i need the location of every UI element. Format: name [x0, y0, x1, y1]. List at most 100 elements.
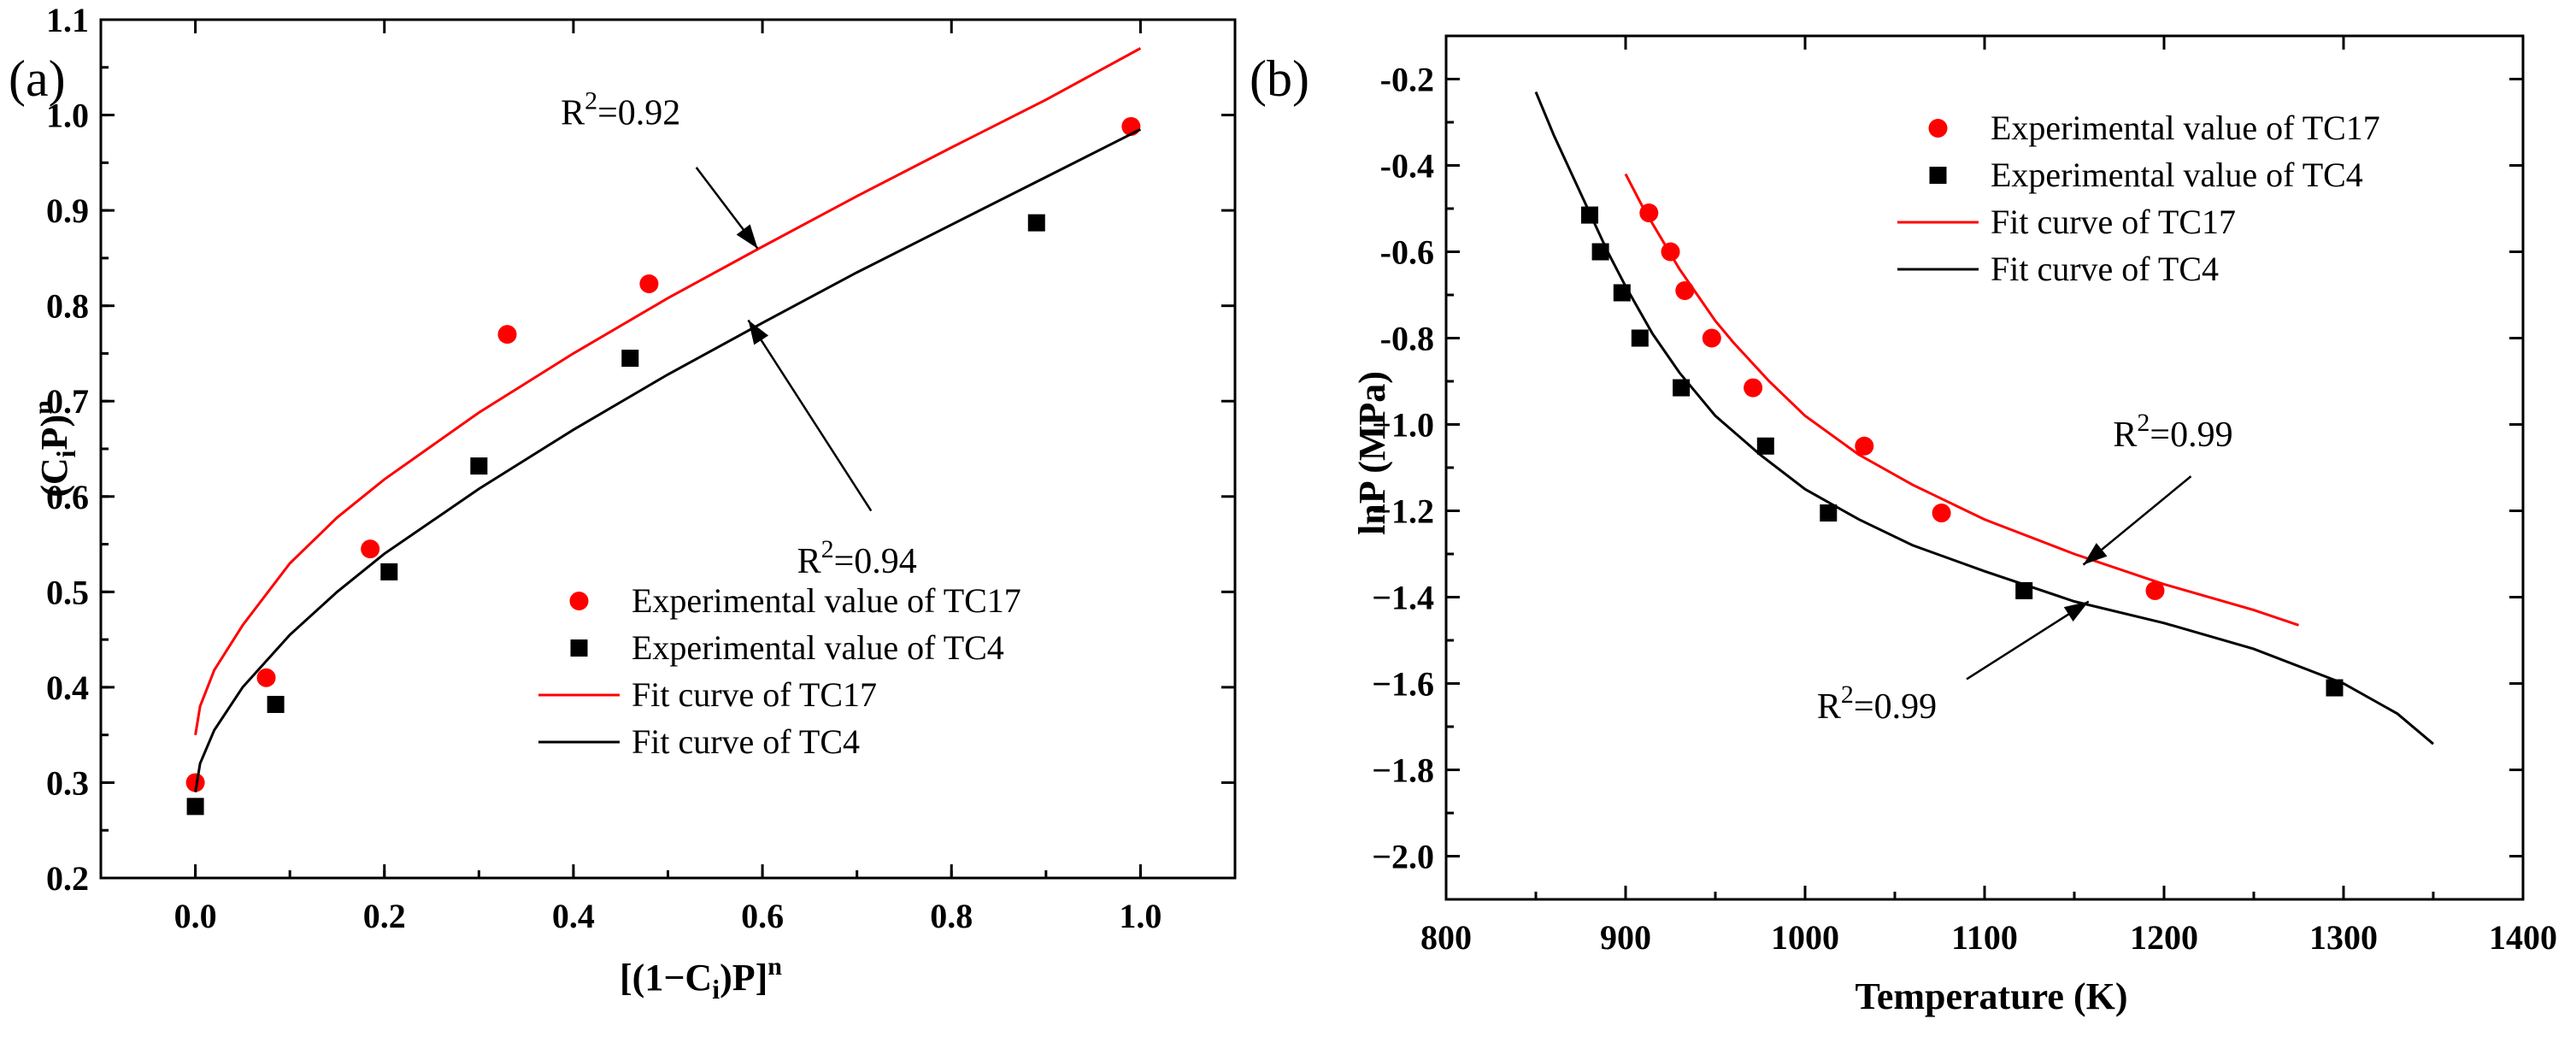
y-tick-label: -0.4 — [1380, 147, 1434, 186]
y-tick-label: 0.4 — [46, 669, 89, 707]
x-tick-label: 1100 — [1951, 918, 2018, 957]
y-axis-title: lnP (MPa) — [1351, 371, 1393, 535]
y-axis-title: (CiP)n — [29, 400, 81, 498]
y-tick-label: −1.2 — [1372, 492, 1434, 531]
y-tick-label: 0.9 — [46, 191, 89, 230]
y-axis-title-end: P) — [33, 415, 75, 451]
data-point-square — [2326, 679, 2344, 697]
data-point-square — [1820, 504, 1838, 522]
fit-curve-line — [194, 47, 1142, 735]
r-squared-label: R2=0.92 — [561, 87, 680, 133]
fit-curve-line — [1624, 173, 2299, 627]
r-squared-label: R2=0.99 — [2113, 409, 2232, 455]
data-point-square — [621, 350, 639, 368]
panel-b: (b) 800 900 1000 1100 1200 1300 1400 -0.2 -0.4 -0.… — [1250, 34, 2557, 1017]
data-point-square — [1027, 214, 1045, 232]
y-tick-label: 0.3 — [46, 763, 89, 802]
data-point-square — [1631, 329, 1649, 347]
r-squared-sup: 2 — [2137, 409, 2150, 437]
y-tick-label: 1.1 — [46, 1, 89, 39]
y-tick-label: 0.6 — [46, 478, 89, 516]
annotation-arrow-head — [736, 224, 758, 249]
legend-circle-swatch — [1928, 119, 1948, 138]
data-point-circle — [1675, 280, 1695, 300]
x-tick-label: 1000 — [1771, 918, 1839, 957]
data-point-circle — [1855, 436, 1874, 456]
y-axis-title-sub: i — [50, 450, 81, 457]
r-squared-value: =0.94 — [834, 542, 917, 581]
data-point-square — [1756, 437, 1774, 455]
data-point-circle — [185, 773, 205, 792]
y-tick-label: −1.8 — [1372, 751, 1434, 790]
data-point-circle — [639, 274, 659, 294]
y-tick-label: 0.2 — [46, 859, 89, 898]
annotation-arrow-head — [2063, 601, 2089, 622]
data-point-square — [186, 798, 204, 816]
panel-a: (a) 0.0 0.2 0.4 0.6 0.8 1.0 0.2 0.3 0.4 0.5 0.6 0.7 0… — [9, 1, 1237, 1005]
x-tick-label: 0.2 — [363, 897, 406, 935]
data-point-square — [470, 457, 488, 475]
legend-label: Experimental value of TC4 — [632, 628, 1004, 667]
legend-circle-swatch — [569, 592, 589, 610]
r-squared-sup: 2 — [585, 87, 597, 115]
data-point-square — [380, 563, 398, 580]
x-tick-label: 800 — [1420, 918, 1472, 957]
y-tick-label: 0.8 — [46, 287, 89, 326]
x-tick-label: 1200 — [2130, 918, 2198, 957]
data-point-circle — [361, 539, 380, 559]
data-point-square — [1673, 379, 1691, 397]
x-axis-title: Temperature (K) — [1856, 975, 2128, 1017]
x-axis-title-sub: i — [712, 974, 720, 1005]
legend-label: Fit curve of TC4 — [632, 722, 860, 761]
y-tick-label: -0.8 — [1380, 320, 1434, 358]
y-tick-label: −1.4 — [1372, 579, 1434, 617]
legend-square-swatch — [570, 639, 588, 657]
annotation-arrow-head — [748, 320, 769, 345]
legend-label: Experimental value of TC4 — [1991, 156, 2363, 194]
annotation-arrow-head — [2083, 543, 2108, 565]
y-tick-label: -0.6 — [1380, 233, 1434, 272]
x-axis-title-end: )P] — [720, 957, 768, 999]
x-tick-label: 0.4 — [552, 897, 595, 935]
x-tick-label: 0.8 — [930, 897, 973, 935]
y-tick-label: 1.0 — [46, 97, 89, 135]
r-squared-sup: 2 — [1841, 681, 1854, 709]
annotation-arrow-line — [1966, 600, 2090, 681]
r-squared-value: =0.99 — [2150, 415, 2232, 455]
x-tick-label: 0.6 — [741, 897, 784, 935]
legend-label: Fit curve of TC17 — [632, 675, 877, 714]
fit-curve-line — [194, 127, 1142, 792]
y-tick-label: -0.2 — [1380, 61, 1434, 99]
panel-label: (a) — [9, 50, 66, 107]
data-point-circle — [1702, 328, 1721, 348]
x-axis-title: [(1−Ci)P]n — [620, 952, 782, 1005]
r-squared-sup: 2 — [821, 535, 834, 563]
r-squared-value: =0.92 — [597, 94, 680, 133]
legend-label: Fit curve of TC17 — [1991, 203, 2236, 241]
legend-label: Fit curve of TC4 — [1991, 250, 2219, 288]
legend-label: Experimental value of TC17 — [632, 581, 1021, 620]
y-tick-label: −1.6 — [1372, 665, 1434, 704]
x-tick-label: 1400 — [2489, 918, 2557, 957]
annotation-arrow-line — [747, 319, 873, 512]
y-axis-title-sup: n — [29, 400, 57, 415]
legend-label: Experimental value of TC17 — [1991, 109, 2380, 147]
x-tick-label: 900 — [1600, 918, 1651, 957]
panel-label: (b) — [1250, 50, 1309, 107]
data-point-circle — [1744, 378, 1763, 398]
fit-curve-line — [1534, 91, 2434, 745]
r-squared-label: R2=0.94 — [797, 535, 917, 581]
x-tick-label: 1300 — [2309, 918, 2378, 957]
y-tick-label: 0.5 — [46, 573, 89, 611]
data-point-circle — [497, 325, 517, 345]
data-point-circle — [1932, 504, 1951, 523]
y-tick-label: 0.7 — [46, 382, 89, 421]
r-squared-value: =0.99 — [1854, 687, 1937, 727]
data-point-circle — [2145, 580, 2165, 600]
legend-square-swatch — [1929, 167, 1947, 184]
y-tick-label: −1.0 — [1372, 406, 1434, 445]
data-point-circle — [256, 668, 276, 687]
y-tick-label: −2.0 — [1372, 838, 1434, 876]
data-point-square — [267, 695, 285, 713]
